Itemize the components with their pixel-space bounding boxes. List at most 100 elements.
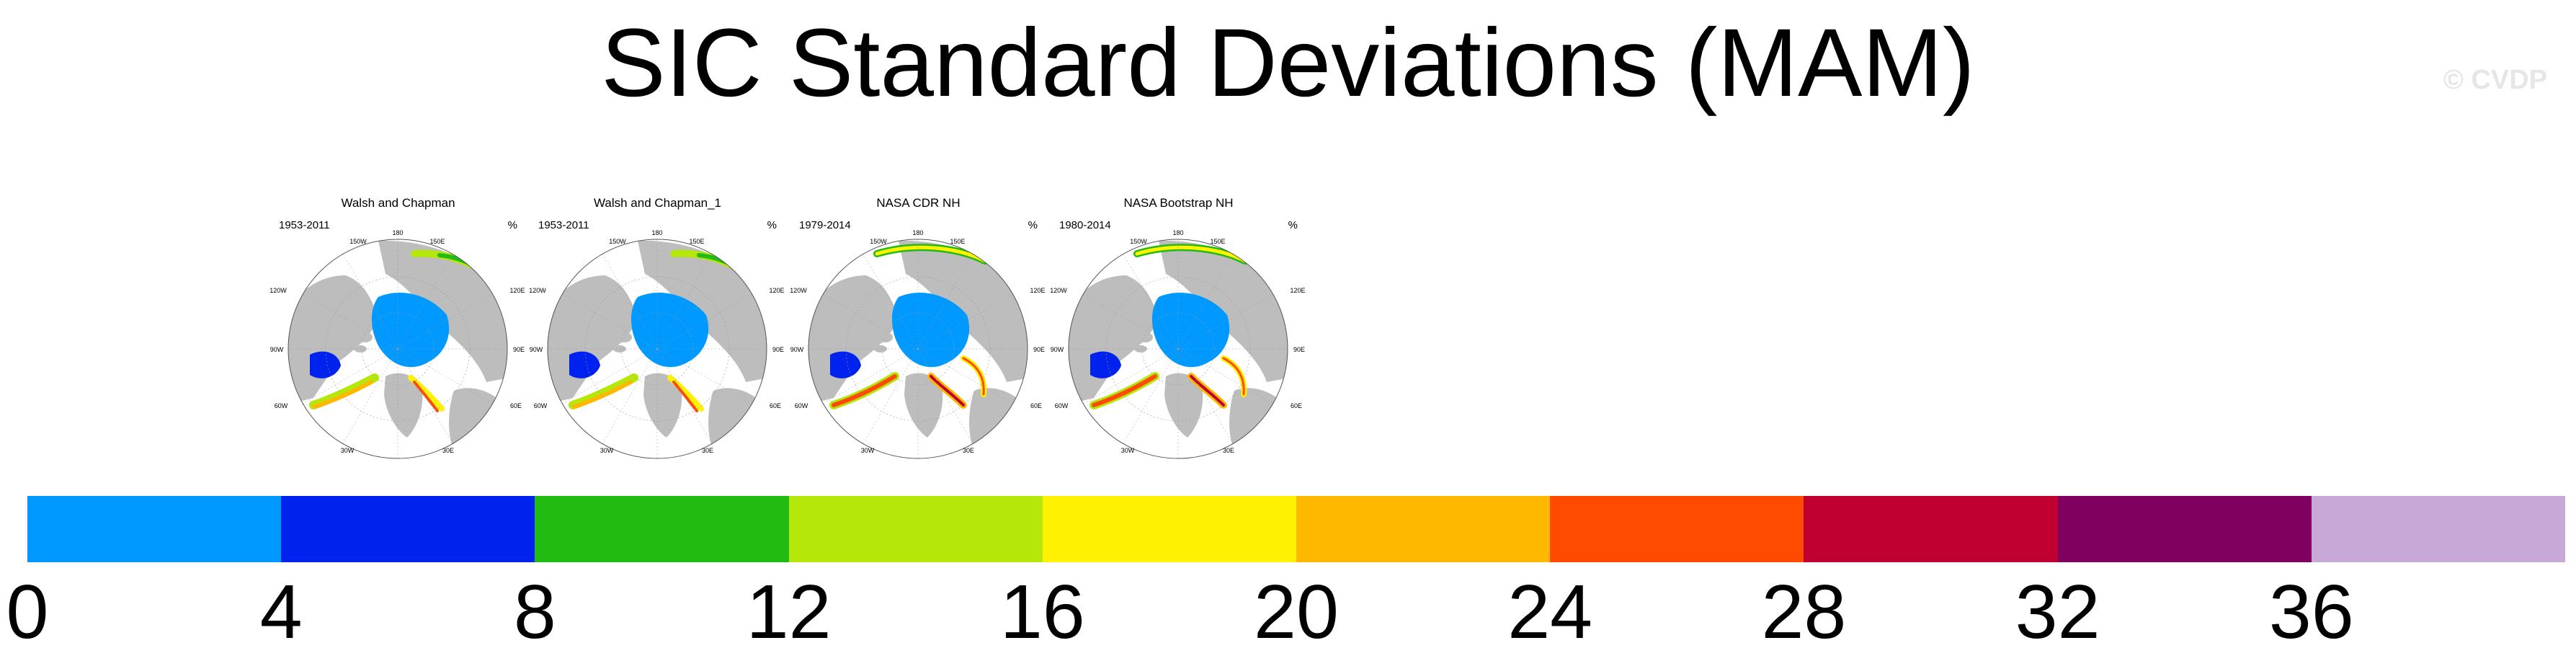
land-north-america	[808, 275, 899, 405]
colorbar-tick-label: 4	[259, 569, 303, 655]
meridian-line	[917, 293, 1013, 350]
land-island	[1126, 320, 1146, 332]
land-island	[337, 336, 354, 345]
land-greenland	[384, 373, 423, 438]
meridian-line	[823, 293, 919, 350]
map-boundary	[808, 239, 1028, 459]
land-scandinavia	[1229, 388, 1285, 457]
colorbar-tick-label: 20	[1254, 569, 1339, 655]
meridian-line	[1123, 254, 1179, 350]
sic-field-central	[371, 293, 450, 368]
sic-band	[875, 245, 987, 263]
colorbar-segment	[27, 496, 282, 562]
meridian-line	[656, 348, 713, 444]
longitude-label: 30W	[861, 447, 875, 454]
longitude-label: 150W	[349, 238, 367, 245]
panel-period: 1979-2014	[799, 219, 851, 231]
meridian-line	[1123, 348, 1179, 444]
sic-band	[1222, 357, 1245, 396]
longitude-label: 30E	[1223, 447, 1234, 454]
meridian-line	[303, 348, 398, 404]
sic-field-central	[1151, 293, 1230, 368]
map-boundary	[1068, 239, 1288, 459]
meridian-line	[397, 293, 493, 350]
panel-title: NASA Bootstrap NH	[1123, 196, 1234, 210]
sic-band	[1092, 374, 1157, 407]
colorbar-segment	[788, 496, 1043, 562]
panel-unit: %	[1028, 219, 1038, 231]
longitude-label: 60E	[1291, 402, 1302, 409]
map-panel: NASA Bootstrap NH 1980-2014 % 180 150W 150…	[1051, 189, 1306, 463]
colorbar-tick-label: 8	[513, 569, 556, 655]
colorbar-tick-label: 16	[999, 569, 1085, 655]
panel-period: 1953-2011	[279, 219, 330, 231]
meridian-line	[1177, 293, 1273, 350]
map-panel: Walsh and Chapman_1 1953-2011 % 180 150W 1…	[530, 189, 785, 463]
colorbar-segment	[535, 496, 789, 562]
colorbar-tick-label: 28	[1761, 569, 1847, 655]
panel-period: 1980-2014	[1059, 219, 1111, 231]
sic-band	[1190, 375, 1225, 407]
colorbar-segment	[1042, 496, 1297, 562]
map-panels: Walsh and Chapman 1953-2011 % 180 150W 150…	[270, 189, 1308, 463]
sic-band	[572, 380, 633, 409]
longitude-label: 30W	[341, 447, 355, 454]
meridian-line	[303, 293, 398, 350]
panel-unit: %	[1288, 219, 1298, 231]
land-greenland	[1164, 373, 1203, 438]
land-greenland	[904, 373, 943, 438]
longitude-label: 30E	[702, 447, 713, 454]
land-greenland	[643, 373, 682, 438]
land-island	[878, 332, 893, 342]
panel-title: Walsh and Chapman	[341, 196, 455, 210]
longitude-label: 60W	[795, 402, 808, 409]
map-panel: Walsh and Chapman 1953-2011 % 180 150W 150…	[270, 189, 526, 463]
longitude-label: 30W	[1121, 447, 1135, 454]
longitude-label: 60W	[275, 402, 288, 409]
sic-band	[930, 375, 965, 407]
longitude-label: 120W	[1051, 287, 1067, 294]
watermark: © CVDP	[2443, 65, 2547, 95]
colorbar-tick-label: 12	[746, 569, 832, 655]
longitude-label: 60W	[534, 402, 548, 409]
colorbar-tick-label: 24	[1507, 569, 1593, 655]
colorbar-tick-label: 0	[6, 569, 49, 655]
longitude-label: 90W	[1051, 346, 1064, 353]
longitude-label: 150E	[1210, 238, 1225, 245]
meridian-line	[602, 254, 658, 350]
longitude-label: 30E	[963, 447, 974, 454]
longitude-label: 90W	[270, 346, 284, 353]
map-boundary	[547, 239, 767, 459]
longitude-label: 120E	[1030, 287, 1045, 294]
longitude-label: 120W	[270, 287, 287, 294]
longitude-label: 30W	[600, 447, 614, 454]
land-island	[618, 332, 632, 342]
longitude-label: 180	[392, 229, 403, 236]
meridian-line	[823, 348, 919, 404]
land-scandinavia	[708, 388, 764, 457]
meridian-line	[1177, 348, 1234, 444]
land-scandinavia	[969, 388, 1025, 457]
longitude-label: 120E	[1290, 287, 1305, 294]
land-island	[1117, 336, 1134, 345]
sic-band	[962, 357, 985, 396]
colorbar-segment	[1296, 496, 1551, 562]
panel-unit: %	[507, 219, 517, 231]
land-island	[865, 320, 886, 332]
land-island	[1138, 332, 1153, 342]
sic-field-central	[891, 293, 970, 368]
sic-band	[313, 380, 373, 409]
longitude-label: 180	[912, 229, 923, 236]
panel-title: Walsh and Chapman_1	[593, 196, 722, 210]
longitude-label: 90E	[772, 346, 784, 353]
figure-title: SIC Standard Deviations (MAM)	[601, 9, 1975, 117]
longitude-label: 60E	[1030, 402, 1042, 409]
meridian-line	[656, 254, 713, 350]
longitude-label: 150E	[429, 238, 445, 245]
longitude-label: 150E	[689, 238, 704, 245]
meridian-line	[1083, 293, 1179, 350]
meridian-line	[397, 348, 453, 444]
meridian-line	[1177, 254, 1234, 350]
panel-title: NASA CDR NH	[876, 196, 961, 210]
